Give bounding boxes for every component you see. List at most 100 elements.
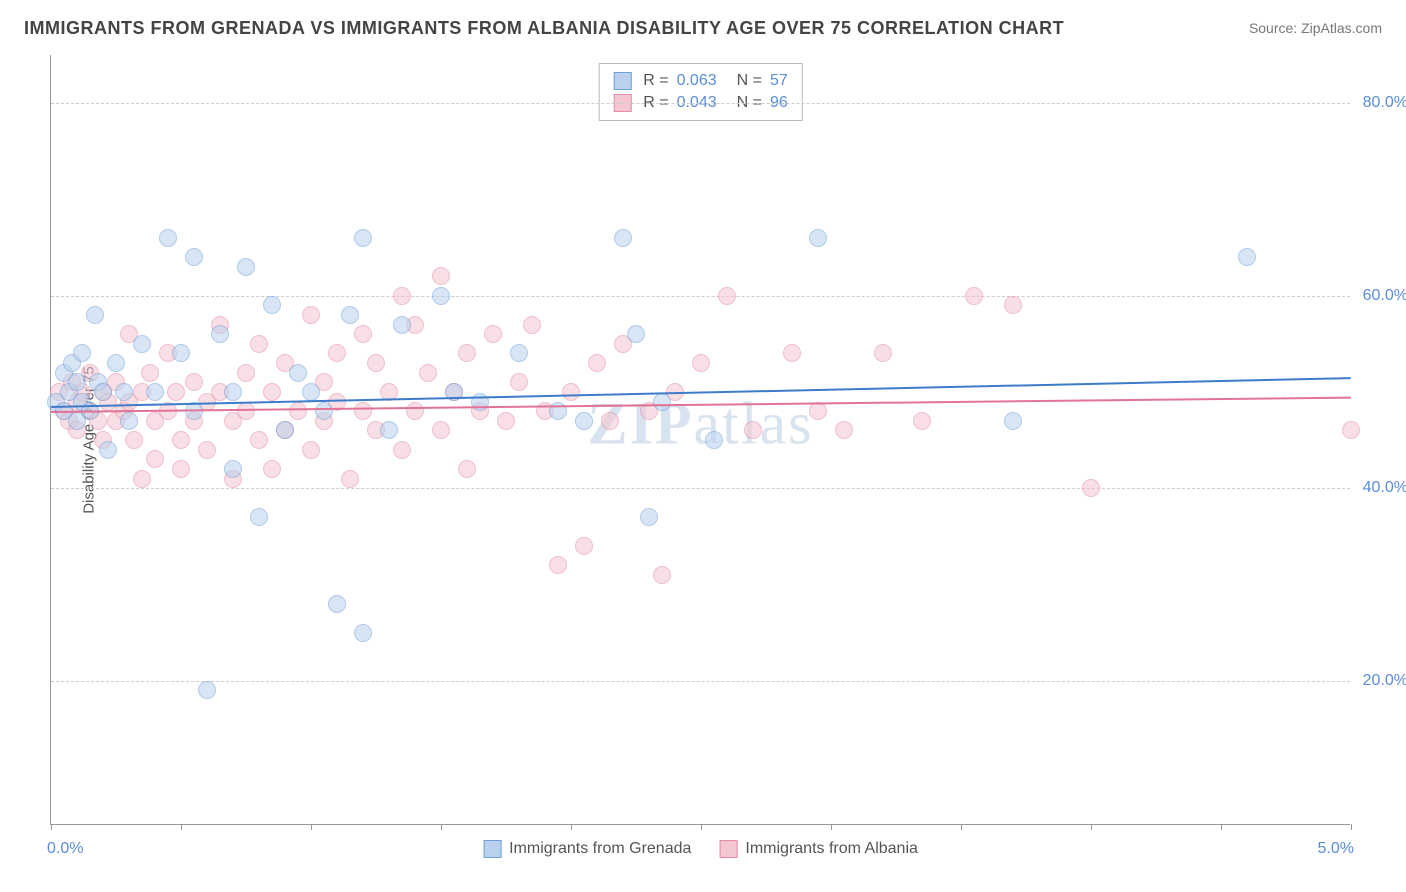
data-point <box>289 364 307 382</box>
x-tick <box>701 824 702 830</box>
data-point <box>653 393 671 411</box>
data-point <box>575 412 593 430</box>
data-point <box>315 402 333 420</box>
gridline <box>51 296 1350 297</box>
data-point <box>1004 412 1022 430</box>
data-point <box>237 364 255 382</box>
data-point <box>458 460 476 478</box>
data-point <box>1342 421 1360 439</box>
legend-label-grenada: Immigrants from Grenada <box>509 840 691 858</box>
data-point <box>68 373 86 391</box>
legend-row-grenada: R = 0.063 N = 57 <box>613 70 788 92</box>
scatter-plot-area: Disability Age Over 75 ZIPatlas R = 0.06… <box>50 55 1350 825</box>
data-point <box>432 287 450 305</box>
data-point <box>393 316 411 334</box>
data-point <box>289 402 307 420</box>
data-point <box>146 450 164 468</box>
y-tick-label: 20.0% <box>1363 672 1406 690</box>
gridline <box>51 103 1350 104</box>
gridline <box>51 681 1350 682</box>
legend-item-albania: Immigrants from Albania <box>719 840 918 858</box>
data-point <box>302 383 320 401</box>
data-point <box>328 595 346 613</box>
data-point <box>835 421 853 439</box>
data-point <box>198 441 216 459</box>
data-point <box>718 287 736 305</box>
data-point <box>575 537 593 555</box>
data-point <box>367 354 385 372</box>
data-point <box>146 383 164 401</box>
y-tick-label: 40.0% <box>1363 479 1406 497</box>
data-point <box>185 373 203 391</box>
data-point <box>224 383 242 401</box>
swatch-grenada-icon <box>483 840 501 858</box>
data-point <box>406 402 424 420</box>
data-point <box>250 508 268 526</box>
data-point <box>432 267 450 285</box>
watermark: ZIPatlas <box>588 390 814 459</box>
data-point <box>497 412 515 430</box>
data-point <box>172 460 190 478</box>
data-point <box>250 335 268 353</box>
data-point <box>432 421 450 439</box>
correlation-legend: R = 0.063 N = 57 R = 0.043 N = 96 <box>598 63 803 121</box>
data-point <box>263 383 281 401</box>
r-value-grenada: 0.063 <box>677 72 717 90</box>
data-point <box>250 431 268 449</box>
y-tick-label: 60.0% <box>1363 287 1406 305</box>
data-point <box>393 441 411 459</box>
x-tick <box>1351 824 1352 830</box>
data-point <box>692 354 710 372</box>
data-point <box>341 470 359 488</box>
data-point <box>354 229 372 247</box>
data-point <box>601 412 619 430</box>
data-point <box>224 460 242 478</box>
data-point <box>120 412 138 430</box>
data-point <box>198 681 216 699</box>
x-axis-max-label: 5.0% <box>1318 840 1354 858</box>
x-tick <box>181 824 182 830</box>
data-point <box>302 306 320 324</box>
gridline <box>51 488 1350 489</box>
data-point <box>458 344 476 362</box>
data-point <box>263 460 281 478</box>
data-point <box>393 287 411 305</box>
data-point <box>237 402 255 420</box>
n-value-grenada: 57 <box>770 72 788 90</box>
data-point <box>354 402 372 420</box>
swatch-albania-icon <box>719 840 737 858</box>
data-point <box>484 325 502 343</box>
data-point <box>380 421 398 439</box>
x-tick <box>441 824 442 830</box>
data-point <box>965 287 983 305</box>
data-point <box>237 258 255 276</box>
data-point <box>276 421 294 439</box>
data-point <box>107 354 125 372</box>
data-point <box>172 344 190 362</box>
data-point <box>809 229 827 247</box>
data-point <box>627 325 645 343</box>
x-tick <box>1091 824 1092 830</box>
data-point <box>549 556 567 574</box>
data-point <box>354 624 372 642</box>
data-point <box>1004 296 1022 314</box>
data-point <box>1238 248 1256 266</box>
data-point <box>354 325 372 343</box>
x-tick <box>961 824 962 830</box>
data-point <box>172 431 190 449</box>
data-point <box>302 441 320 459</box>
source-attribution: Source: ZipAtlas.com <box>1249 20 1382 36</box>
data-point <box>640 508 658 526</box>
data-point <box>167 383 185 401</box>
legend-item-grenada: Immigrants from Grenada <box>483 840 691 858</box>
x-tick <box>1221 824 1222 830</box>
data-point <box>341 306 359 324</box>
data-point <box>125 431 143 449</box>
data-point <box>133 470 151 488</box>
data-point <box>263 296 281 314</box>
data-point <box>562 383 580 401</box>
data-point <box>185 248 203 266</box>
data-point <box>510 373 528 391</box>
x-tick <box>51 824 52 830</box>
data-point <box>133 335 151 353</box>
